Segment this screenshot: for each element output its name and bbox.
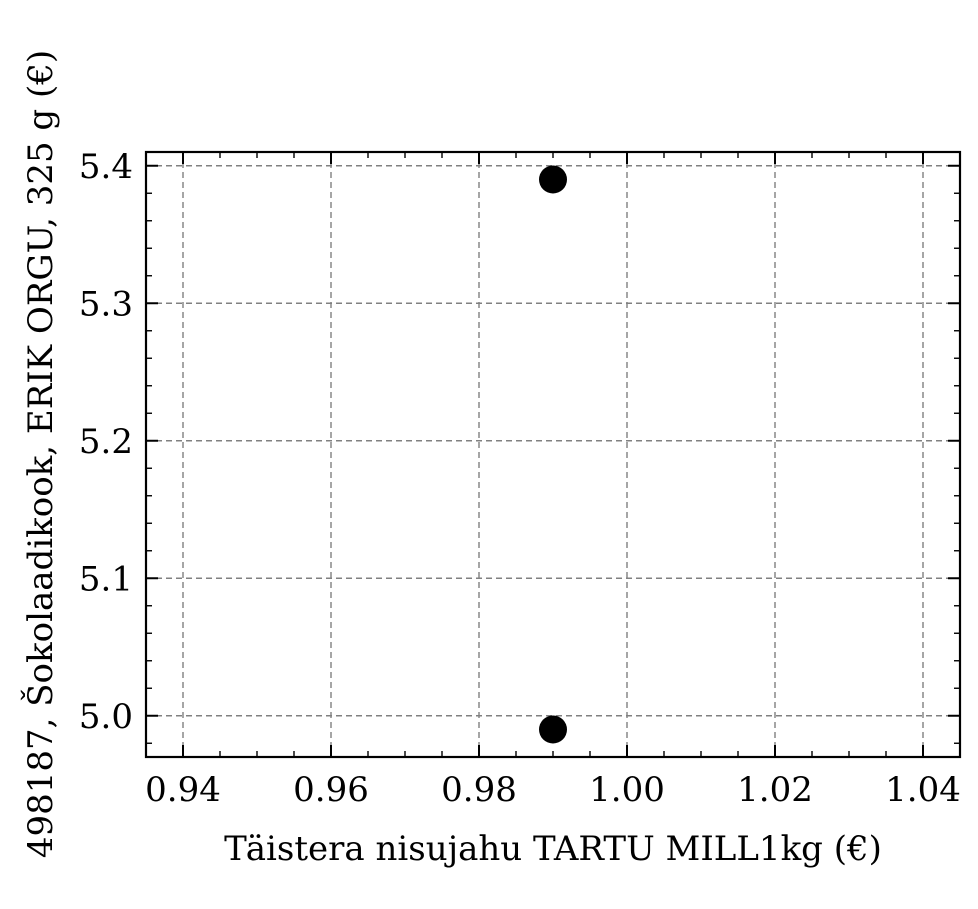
x-tick-labels: 0.94 0.96 0.98 1.00 1.02 1.04 xyxy=(145,770,961,810)
data-point xyxy=(539,715,567,744)
y-tick-label: 5.4 xyxy=(79,147,133,187)
y-tick-label: 5.2 xyxy=(79,422,133,462)
data-point xyxy=(539,165,567,194)
data-points xyxy=(539,165,567,744)
x-tick-label: 0.94 xyxy=(145,770,221,810)
y-tick-labels: 5.0 5.1 5.2 5.3 5.4 xyxy=(79,147,133,737)
x-tick-label: 1.00 xyxy=(589,770,665,810)
x-axis-label: Täistera nisujahu TARTU MILL1kg (€) xyxy=(224,829,882,869)
y-tick-label: 5.3 xyxy=(79,284,133,324)
y-axis-label: 498187, Šokolaadikook, ERIK ORGU, 325 g … xyxy=(20,50,61,858)
y-tick-label: 5.0 xyxy=(79,697,133,737)
grid-lines xyxy=(146,152,960,757)
x-tick-label: 1.02 xyxy=(737,770,813,810)
axis-ticks xyxy=(145,152,961,757)
y-tick-label: 5.1 xyxy=(79,559,133,599)
x-tick-label: 0.98 xyxy=(441,770,517,810)
x-tick-label: 0.96 xyxy=(293,770,369,810)
x-tick-label: 1.04 xyxy=(885,770,961,810)
plot-frame xyxy=(144,150,962,759)
